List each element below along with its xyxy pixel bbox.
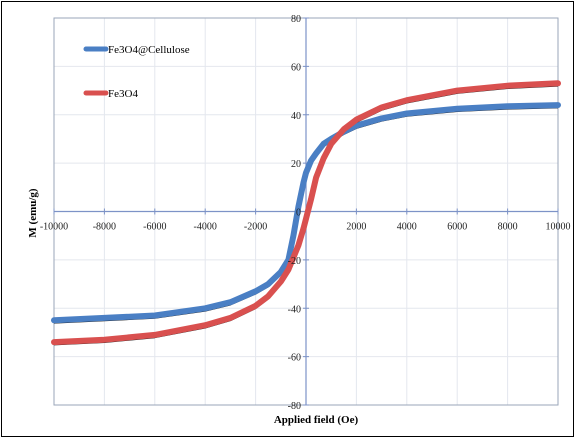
legend: Fe3O4@Cellulose Fe3O4 [83,44,190,100]
y-tick-label: 20 [291,159,301,170]
x-axis-title: Applied field (Oe) [274,414,359,426]
legend-label-cellulose: Fe3O4@Cellulose [108,44,190,56]
y-tick-label: 60 [291,62,301,73]
x-tick-label: 8000 [498,222,518,233]
x-tick-label: -4000 [194,222,217,233]
series-line-0 [51,102,561,324]
x-tick-label: 4000 [397,222,417,233]
tick-labels: -10000 -8000 -6000 -4000 -2000 2000 4000 6000 80… [40,14,571,412]
y-tick-label: 40 [291,111,301,122]
x-tick-label: 6000 [447,222,467,233]
series-layer [51,80,561,346]
y-tick-label: -60 [288,353,301,364]
y-tick-label: 0 [296,208,301,219]
x-tick-label: 10000 [546,222,571,233]
legend-label-fe3o4: Fe3O4 [108,88,138,100]
y-axis-title: M (emu/g) [27,188,39,238]
x-tick-label: -10000 [40,222,68,233]
y-tick-label: 80 [291,14,301,25]
y-tick-label: -40 [288,304,301,315]
x-tick-label: 2000 [346,222,366,233]
x-tick-label: -8000 [93,222,116,233]
series-line-1 [51,80,561,346]
x-tick-label: -2000 [244,222,267,233]
y-tick-label: -80 [288,401,301,412]
x-tick-label: -6000 [143,222,166,233]
y-tick-label: -20 [288,256,301,267]
